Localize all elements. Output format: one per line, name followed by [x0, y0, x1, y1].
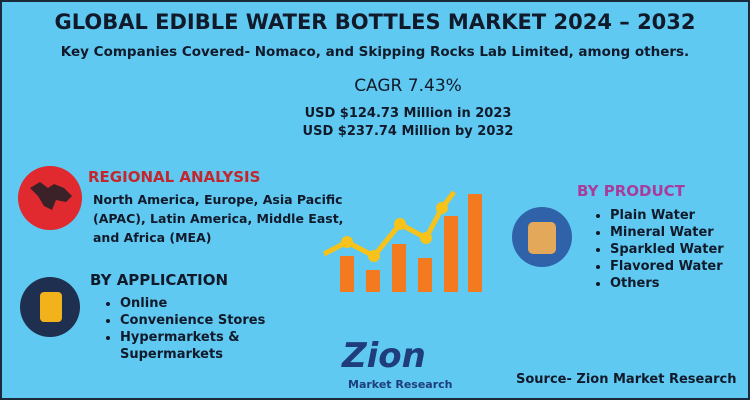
map-shape	[30, 182, 72, 210]
jar	[528, 222, 556, 254]
list-item: Sparkled Water	[610, 241, 724, 258]
list-item: Hypermarkets & Supermarkets	[120, 329, 270, 363]
regional-text: North America, Europe, Asia Pacific (APA…	[93, 192, 344, 245]
application-heading: BY APPLICATION	[90, 271, 229, 289]
list-item: Others	[610, 275, 724, 292]
deco-bar	[444, 216, 458, 292]
cagr: CAGR 7.43%	[354, 76, 462, 96]
list-item: Flavored Water	[610, 258, 724, 275]
oil-bottle	[40, 292, 62, 322]
deco-bar	[340, 256, 354, 292]
stat-line: USD $237.74 Million by 2032	[302, 124, 514, 139]
product-list: Plain WaterMineral WaterSparkled WaterFl…	[592, 207, 724, 292]
subtitle: Key Companies Covered- Nomaco, and Skipp…	[60, 44, 690, 60]
list-item: Plain Water	[610, 207, 724, 224]
application-list: OnlineConvenience StoresHypermarkets & S…	[102, 295, 270, 363]
product-heading: BY PRODUCT	[577, 182, 685, 200]
list-item: Online	[120, 295, 270, 312]
logo-tagline: Market Research	[348, 378, 453, 391]
logo-name: Zion	[342, 336, 426, 376]
deco-bar	[418, 258, 432, 292]
deco-bar	[392, 244, 406, 292]
regional-heading: REGIONAL ANALYSIS	[88, 168, 261, 186]
deco-bar	[366, 270, 380, 292]
stat-line: USD $124.73 Million in 2023	[304, 106, 512, 121]
title: GLOBAL EDIBLE WATER BOTTLES MARKET 2024 …	[54, 10, 696, 34]
deco-dots	[341, 202, 448, 262]
list-item: Mineral Water	[610, 224, 724, 241]
list-item: Convenience Stores	[120, 312, 270, 329]
source: Source- Zion Market Research	[516, 372, 737, 387]
deco-bar	[468, 194, 482, 292]
